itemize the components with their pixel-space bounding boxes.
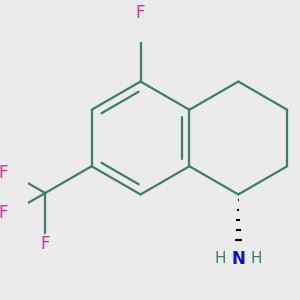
Text: F: F bbox=[40, 236, 50, 253]
Text: F: F bbox=[136, 4, 145, 22]
Text: F: F bbox=[0, 164, 8, 182]
Text: H: H bbox=[214, 251, 226, 266]
Text: N: N bbox=[231, 250, 245, 268]
Text: H: H bbox=[250, 251, 262, 266]
Text: F: F bbox=[0, 204, 8, 222]
